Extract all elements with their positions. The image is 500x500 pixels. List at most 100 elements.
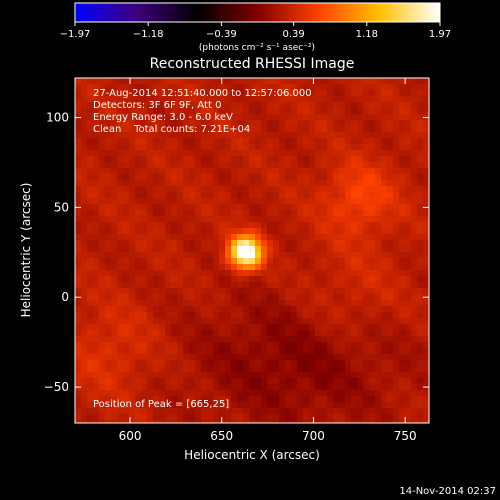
heatmap-cell [285, 186, 291, 192]
heatmap-cell [219, 186, 225, 192]
heatmap-cell [123, 168, 129, 174]
heatmap-cell [141, 222, 147, 228]
heatmap-cell [255, 126, 261, 132]
heatmap-cell [321, 264, 327, 270]
heatmap-cell [327, 276, 333, 282]
heatmap-cell [123, 366, 129, 372]
heatmap-cell [315, 84, 321, 90]
heatmap-cell [105, 84, 111, 90]
heatmap-cell [237, 108, 243, 114]
heatmap-cell [225, 126, 231, 132]
heatmap-cell [405, 318, 411, 324]
heatmap-cell [147, 306, 153, 312]
heatmap-cell [111, 312, 117, 318]
heatmap-cell [321, 222, 327, 228]
heatmap-cell [129, 204, 135, 210]
heatmap-cell [147, 102, 153, 108]
heatmap-cell [75, 372, 81, 378]
heatmap-cell [141, 246, 147, 252]
heatmap-cell [177, 402, 183, 408]
heatmap-cell [243, 294, 249, 300]
heatmap-cell [387, 258, 393, 264]
heatmap-cell [363, 348, 369, 354]
heatmap-cell [351, 282, 357, 288]
heatmap-cell [147, 402, 153, 408]
heatmap-cell [135, 414, 141, 420]
heatmap-cell [201, 240, 207, 246]
heatmap-cell [357, 102, 363, 108]
heatmap-cell [153, 288, 159, 294]
heatmap-cell [93, 96, 99, 102]
heatmap-cell [423, 270, 429, 276]
heatmap-cell [303, 174, 309, 180]
heatmap-cell [183, 276, 189, 282]
heatmap-cell [147, 210, 153, 216]
heatmap-cell [117, 420, 123, 423]
heatmap-cell [351, 234, 357, 240]
heatmap-cell [207, 324, 213, 330]
heatmap-cell [81, 78, 87, 84]
heatmap-cell [231, 252, 237, 258]
heatmap-cell [375, 162, 381, 168]
heatmap-cell [315, 258, 321, 264]
heatmap-cell [351, 222, 357, 228]
heatmap-cell [201, 402, 207, 408]
heatmap-cell [207, 234, 213, 240]
heatmap-cell [267, 384, 273, 390]
heatmap-cell [219, 276, 225, 282]
heatmap-cell [357, 132, 363, 138]
heatmap-cell [363, 108, 369, 114]
heatmap-cell [321, 354, 327, 360]
heatmap-cell [249, 132, 255, 138]
heatmap-cell [105, 174, 111, 180]
heatmap-cell [387, 186, 393, 192]
heatmap-cell [351, 150, 357, 156]
heatmap-cell [399, 360, 405, 366]
heatmap-cell [291, 360, 297, 366]
heatmap-cell [267, 414, 273, 420]
heatmap-cell [381, 162, 387, 168]
heatmap-cell [285, 114, 291, 120]
heatmap-cell [111, 330, 117, 336]
heatmap-cell [87, 84, 93, 90]
heatmap-cell [255, 90, 261, 96]
heatmap-cell [159, 312, 165, 318]
heatmap-cell [357, 408, 363, 414]
heatmap-cell [195, 384, 201, 390]
heatmap-cell [153, 156, 159, 162]
heatmap-cell [183, 204, 189, 210]
heatmap-cell [177, 96, 183, 102]
heatmap-cell [333, 342, 339, 348]
heatmap-cell [375, 300, 381, 306]
heatmap-cell [273, 84, 279, 90]
heatmap-cell [189, 408, 195, 414]
heatmap-cell [363, 90, 369, 96]
heatmap-cell [117, 126, 123, 132]
heatmap-cell [219, 324, 225, 330]
heatmap-cell [243, 150, 249, 156]
heatmap-cell [363, 342, 369, 348]
heatmap-cell [111, 252, 117, 258]
heatmap-cell [219, 300, 225, 306]
heatmap-cell [183, 240, 189, 246]
heatmap-cell [291, 120, 297, 126]
heatmap-cell [405, 360, 411, 366]
heatmap-cell [291, 414, 297, 420]
heatmap-cell [351, 168, 357, 174]
heatmap-cell [285, 96, 291, 102]
heatmap-cell [135, 354, 141, 360]
heatmap-cell [357, 96, 363, 102]
heatmap-cell [273, 126, 279, 132]
heatmap-cell [135, 360, 141, 366]
heatmap-cell [411, 198, 417, 204]
heatmap-cell [297, 402, 303, 408]
heatmap-cell [111, 132, 117, 138]
heatmap-cell [357, 300, 363, 306]
heatmap-cell [339, 186, 345, 192]
heatmap-cell [273, 342, 279, 348]
heatmap-cell [201, 174, 207, 180]
heatmap-cell [237, 348, 243, 354]
heatmap-cell [321, 210, 327, 216]
heatmap-cell [129, 360, 135, 366]
heatmap-cell [99, 390, 105, 396]
